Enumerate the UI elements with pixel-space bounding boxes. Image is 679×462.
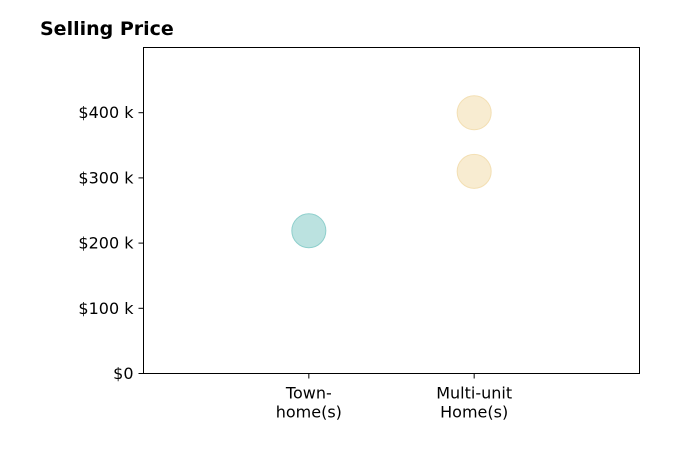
y-tick-label: $400 k (78, 103, 134, 122)
x-tick-label: Town-home(s) (276, 384, 342, 422)
x-axis: Town-home(s) Multi-unit Home(s) (276, 373, 512, 422)
data-point (456, 95, 492, 131)
data-points (291, 95, 492, 249)
y-tick-label: $100 k (78, 299, 134, 318)
y-tick-label: $200 k (78, 234, 134, 253)
y-tick-label: $300 k (78, 168, 134, 187)
chart-title: Selling Price (40, 18, 174, 40)
y-axis: $0 $100 k $200 k $300 k $400 k (78, 103, 144, 383)
y-tick-label: $0 (113, 364, 133, 383)
plot-frame (143, 47, 640, 374)
x-tick-label: Multi-unit Home(s) (436, 384, 512, 422)
data-point (291, 213, 327, 249)
data-point (456, 153, 492, 189)
